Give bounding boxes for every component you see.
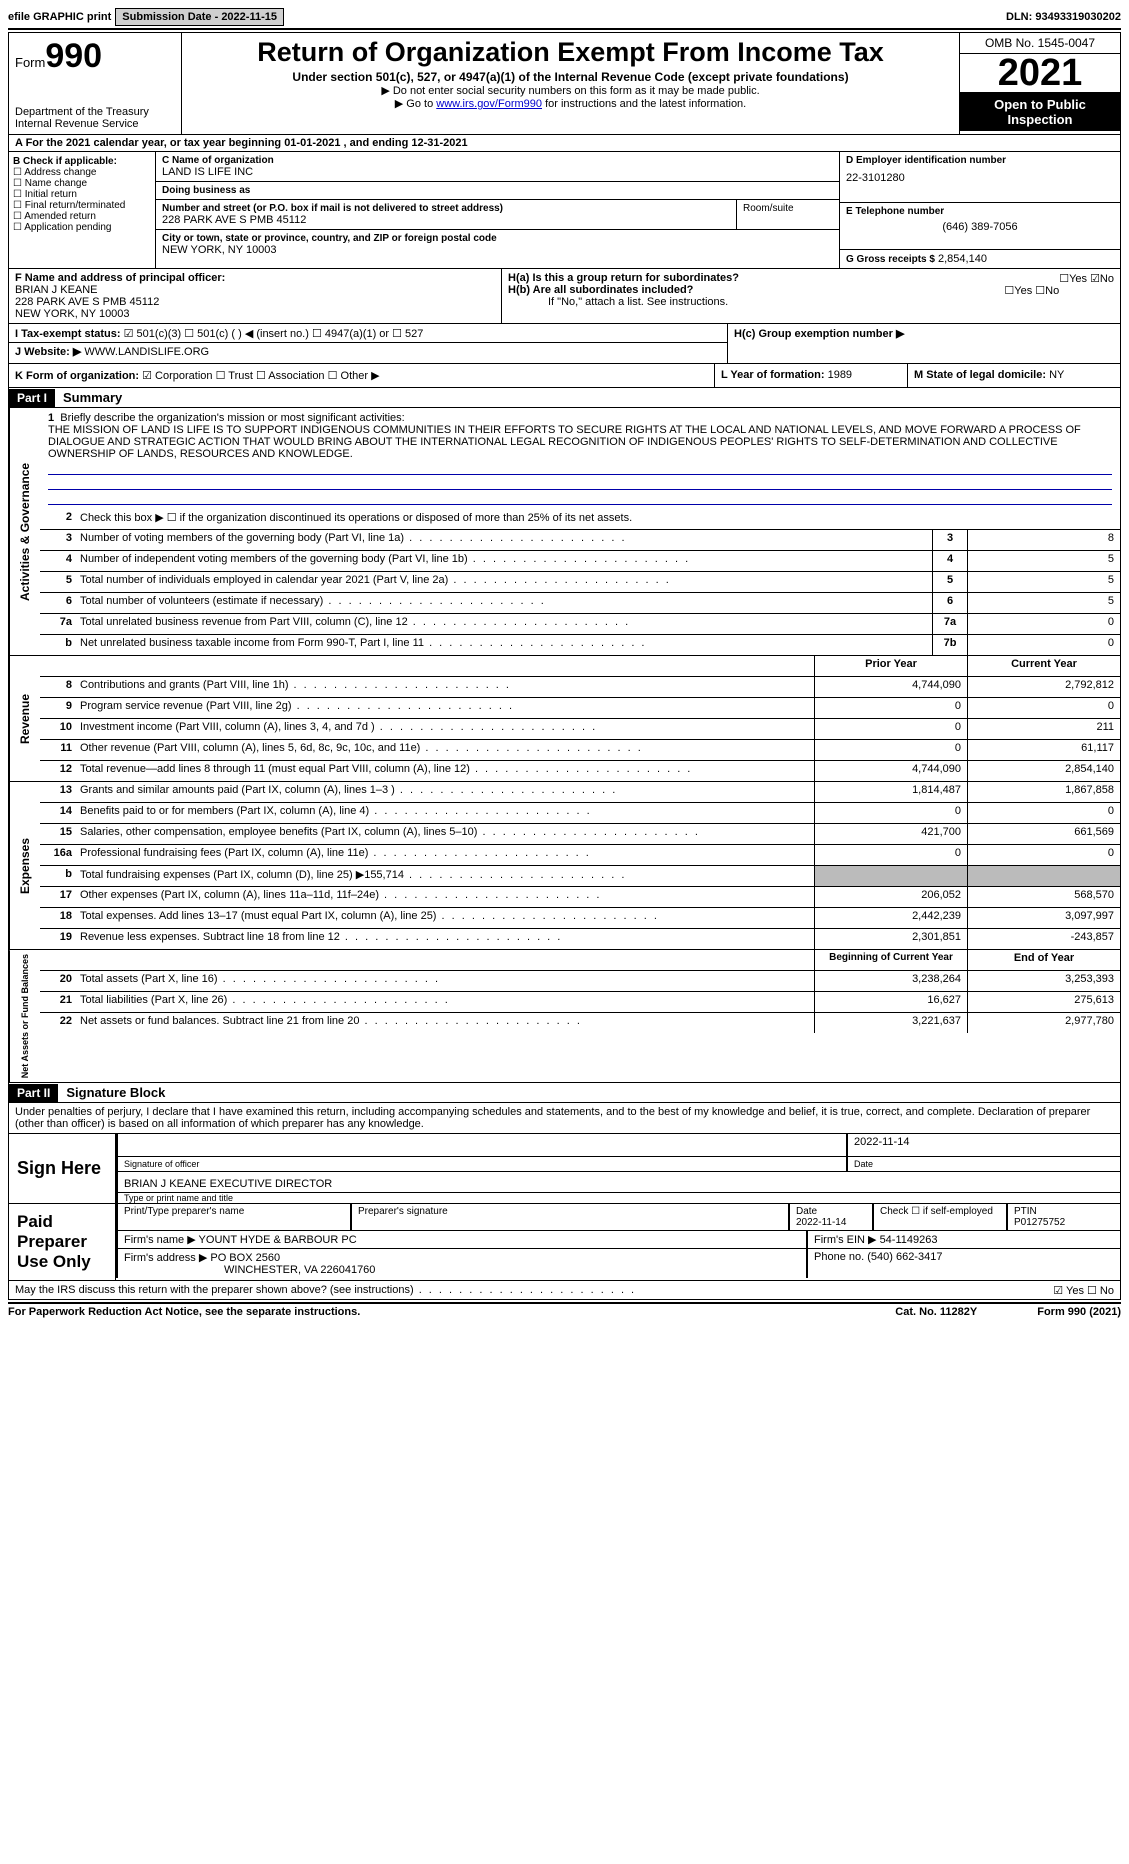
chk-final-return[interactable]: Final return/terminated (13, 200, 151, 211)
tax-year: 2021 (960, 54, 1120, 93)
form-subtitle: Under section 501(c), 527, or 4947(a)(1)… (188, 70, 953, 84)
firm-city: WINCHESTER, VA 226041760 (124, 1264, 375, 1276)
ein-label: D Employer identification number (846, 155, 1114, 166)
chk-amended[interactable]: Amended return (13, 211, 151, 222)
website-row: J Website: ▶ WWW.LANDISLIFE.ORG (9, 342, 727, 360)
chk-address-change[interactable]: Address change (13, 167, 151, 178)
perjury-declaration: Under penalties of perjury, I declare th… (9, 1103, 1120, 1134)
mission-text: THE MISSION OF LAND IS LIFE IS TO SUPPOR… (48, 424, 1081, 460)
street: 228 PARK AVE S PMB 45112 (162, 214, 730, 226)
gross-label: G Gross receipts $ (846, 254, 935, 265)
vtab-expenses: Expenses (9, 782, 40, 949)
form-number: Form990 (15, 37, 175, 76)
state-domicile: NY (1049, 369, 1064, 381)
form-header: Form990 Department of the Treasury Inter… (8, 32, 1121, 135)
submission-date-btn[interactable]: Submission Date - 2022-11-15 (115, 8, 284, 26)
chk-initial-return[interactable]: Initial return (13, 189, 151, 200)
officer-addr2: NEW YORK, NY 10003 (15, 308, 495, 320)
irs-discuss: May the IRS discuss this return with the… (9, 1281, 1120, 1299)
open-inspection: Open to Public Inspection (960, 93, 1120, 131)
city-label: City or town, state or province, country… (162, 233, 833, 244)
officer-name-title: BRIAN J KEANE EXECUTIVE DIRECTOR (116, 1172, 1120, 1192)
street-label: Number and street (or P.O. box if mail i… (162, 203, 730, 214)
chk-name-change[interactable]: Name change (13, 178, 151, 189)
section-fh: F Name and address of principal officer:… (8, 269, 1121, 324)
h-note: If "No," attach a list. See instructions… (508, 296, 1114, 308)
h-c: If "No," attach a list. See instructions… (728, 324, 1120, 363)
omb-number: OMB No. 1545-0047 (960, 33, 1120, 54)
section-klm: K Form of organization: Corporation ☐ Tr… (8, 364, 1121, 388)
org-name: LAND IS LIFE INC (162, 166, 833, 178)
vtab-revenue: Revenue (9, 656, 40, 781)
phone-label: E Telephone number (846, 206, 1114, 217)
phone: (646) 389-7056 (846, 217, 1114, 233)
ein: 22-3101280 (846, 166, 1114, 184)
activities-governance: Activities & Governance 1 Briefly descri… (8, 408, 1121, 656)
section-ij: I Tax-exempt status: 501(c)(3) ☐ 501(c) … (8, 324, 1121, 364)
page-footer: For Paperwork Reduction Act Notice, see … (8, 1306, 1121, 1318)
sig-date: 2022-11-14 (846, 1134, 1120, 1156)
chk-application-pending[interactable]: Application pending (13, 222, 151, 233)
firm-ein: 54-1149263 (880, 1234, 938, 1246)
room-suite: Room/suite (736, 200, 839, 229)
h-a: H(a) Is this a group return for subordin… (508, 272, 1114, 284)
section-bcd: B Check if applicable: Address change Na… (8, 152, 1121, 269)
tax-exempt-status: I Tax-exempt status: 501(c)(3) ☐ 501(c) … (15, 327, 721, 340)
org-name-label: C Name of organization (162, 155, 833, 166)
vtab-net-assets: Net Assets or Fund Balances (9, 950, 40, 1082)
h-b: H(b) Are all subordinates included?☐Yes … (508, 284, 1114, 296)
year-formation: 1989 (828, 369, 852, 381)
row-a-tax-year: A For the 2021 calendar year, or tax yea… (8, 135, 1121, 152)
vtab-activities: Activities & Governance (9, 408, 40, 655)
officer-name: BRIAN J KEANE (15, 284, 495, 296)
efile-label: efile GRAPHIC print (8, 11, 111, 23)
dln: DLN: 93493319030202 (1006, 11, 1121, 23)
expenses-section: Expenses 13Grants and similar amounts pa… (8, 782, 1121, 950)
ptin: P01275752 (1014, 1217, 1065, 1228)
dba-label: Doing business as (162, 185, 833, 196)
form-title: Return of Organization Exempt From Incom… (188, 37, 953, 68)
col-b-checkboxes: B Check if applicable: Address change Na… (9, 152, 156, 268)
firm-addr: PO BOX 2560 (210, 1252, 280, 1264)
revenue-section: Revenue Prior Year Current Year 8Contrib… (8, 656, 1121, 782)
city: NEW YORK, NY 10003 (162, 244, 833, 256)
note-link: ▶ Go to www.irs.gov/Form990 for instruct… (188, 97, 953, 110)
gross-receipts: 2,854,140 (938, 253, 987, 265)
irs-link[interactable]: www.irs.gov/Form990 (436, 98, 542, 110)
officer-label: F Name and address of principal officer: (15, 272, 495, 284)
signature-block: Under penalties of perjury, I declare th… (8, 1103, 1121, 1300)
officer-addr1: 228 PARK AVE S PMB 45112 (15, 296, 495, 308)
net-assets-section: Net Assets or Fund Balances Beginning of… (8, 950, 1121, 1083)
firm-name: YOUNT HYDE & BARBOUR PC (199, 1234, 357, 1246)
part-1-header: Part I Summary (8, 388, 1121, 408)
note-ssn: ▶ Do not enter social security numbers o… (188, 84, 953, 97)
firm-phone: (540) 662-3417 (867, 1251, 942, 1263)
paid-preparer-label: Paid Preparer Use Only (9, 1204, 116, 1280)
top-bar: efile GRAPHIC print Submission Date - 20… (8, 8, 1121, 26)
dept-label: Department of the Treasury Internal Reve… (15, 106, 175, 130)
part-2-header: Part II Signature Block (8, 1083, 1121, 1103)
website: WWW.LANDISLIFE.ORG (84, 346, 209, 358)
sign-here-label: Sign Here (9, 1134, 116, 1203)
